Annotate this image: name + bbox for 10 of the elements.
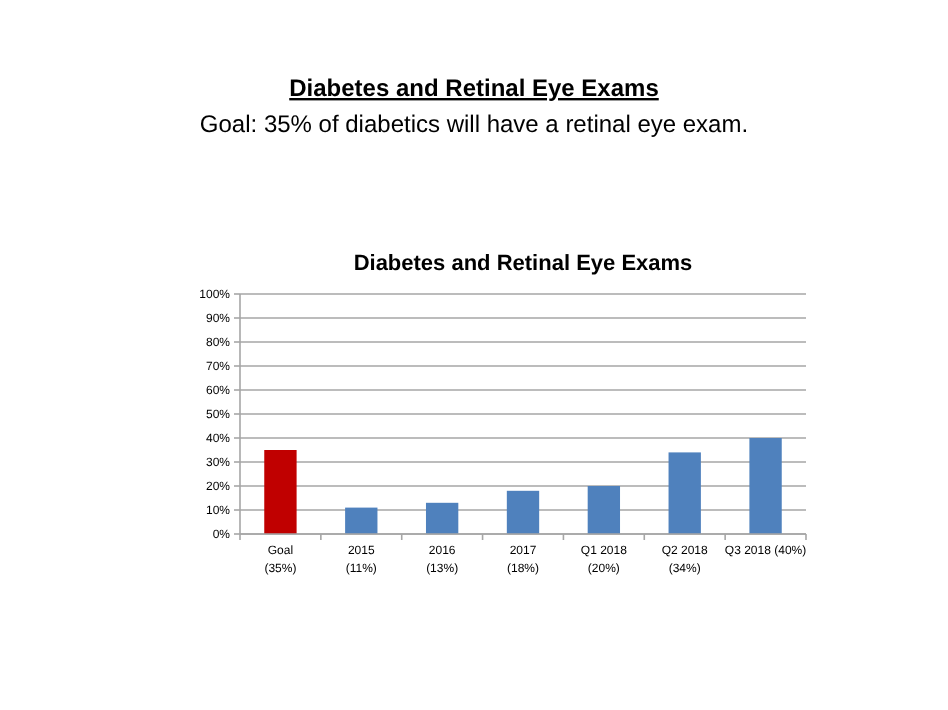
- chart-title: Diabetes and Retinal Eye Exams: [289, 74, 660, 102]
- chart-subtitle: Goal: 35% of diabetics will have a retinal eye exam.: [199, 110, 749, 138]
- bar: [749, 438, 782, 534]
- bar: [587, 486, 621, 534]
- bar: [425, 502, 459, 534]
- bar: [345, 507, 378, 534]
- bar: [668, 452, 701, 534]
- bar: [264, 450, 297, 534]
- bar: [506, 490, 540, 534]
- text: Diabetes and Retinal Eye Exams: [353, 252, 693, 276]
